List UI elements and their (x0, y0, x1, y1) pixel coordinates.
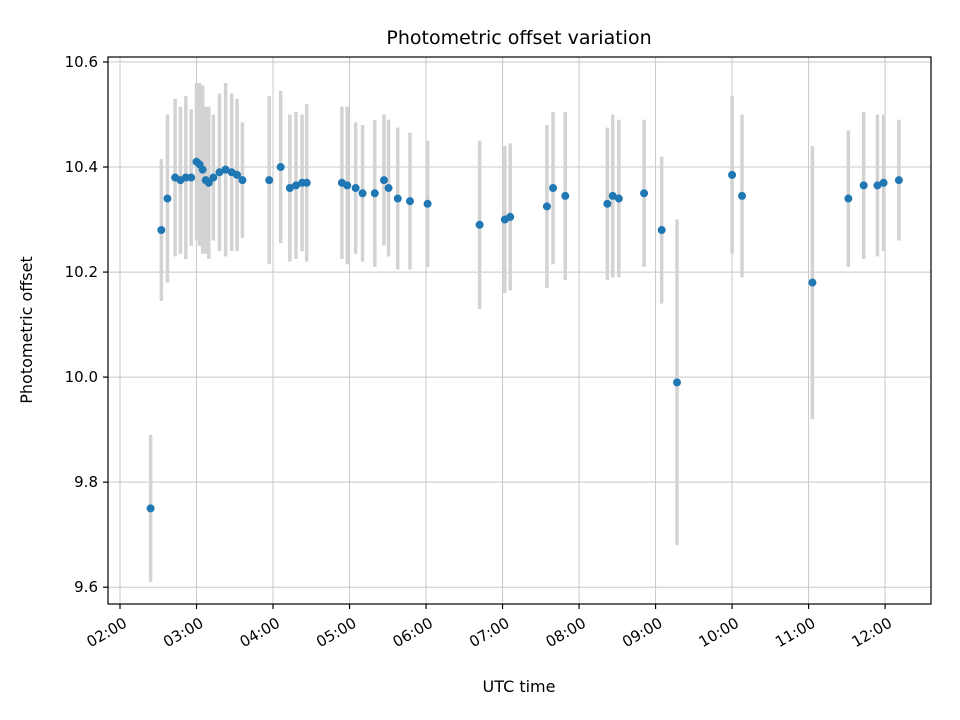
y-tick-label: 9.8 (74, 473, 98, 491)
data-point (506, 212, 515, 221)
x-tick-label: 02:00 (84, 614, 130, 651)
data-point (542, 202, 551, 211)
data-point (209, 173, 218, 182)
x-tick-label: 05:00 (313, 614, 359, 651)
x-axis-label: UTC time (483, 677, 556, 696)
data-point (157, 226, 166, 235)
x-tick-label: 11:00 (772, 614, 818, 651)
data-point (561, 191, 570, 200)
y-tick-label: 9.6 (74, 578, 98, 596)
x-tick-label: 06:00 (390, 614, 436, 651)
data-point (379, 176, 388, 185)
y-tick-label: 10.0 (65, 368, 98, 386)
data-point (358, 189, 367, 198)
x-tick-label: 10:00 (696, 614, 742, 651)
data-point (608, 191, 617, 200)
y-tick-label: 10.4 (65, 158, 98, 176)
data-point (370, 189, 379, 198)
data-point (204, 178, 213, 187)
data-point (859, 181, 868, 190)
plot-border (107, 56, 932, 605)
x-tick-label: 12:00 (849, 614, 895, 651)
data-point (393, 194, 402, 203)
y-axis-label: Photometric offset (17, 256, 36, 404)
x-tick-label: 09:00 (619, 614, 665, 651)
point-layer (146, 157, 903, 513)
data-point (475, 220, 484, 229)
x-tick-label: 03:00 (160, 614, 206, 651)
data-point (265, 176, 274, 185)
data-point (672, 378, 681, 387)
x-tick-label: 04:00 (237, 614, 283, 651)
data-point (291, 181, 300, 190)
y-tick-label: 10.2 (65, 263, 98, 281)
data-point (657, 226, 666, 235)
data-point (873, 181, 882, 190)
errorbar-layer (148, 82, 901, 582)
data-point (233, 170, 242, 179)
data-point (343, 181, 352, 190)
data-point (198, 165, 207, 174)
data-point (221, 165, 230, 174)
data-point (640, 189, 649, 198)
data-point (614, 194, 623, 203)
data-point (276, 163, 285, 172)
x-tick-label: 07:00 (466, 614, 512, 651)
data-point (163, 194, 172, 203)
chart-title: Photometric offset variation (386, 27, 651, 49)
data-point (238, 176, 247, 185)
data-point (549, 184, 558, 193)
data-point (351, 184, 360, 193)
data-point (187, 173, 196, 182)
data-point (302, 178, 311, 187)
data-point (808, 278, 817, 287)
data-point (146, 504, 155, 513)
data-point (405, 197, 414, 206)
data-point (738, 191, 747, 200)
data-point (728, 170, 737, 179)
data-point (285, 184, 294, 193)
data-point (384, 184, 393, 193)
y-tick-label: 10.6 (65, 53, 98, 71)
x-tick-label: 08:00 (543, 614, 589, 651)
data-point (894, 176, 903, 185)
data-point (844, 194, 853, 203)
data-point (423, 199, 432, 208)
data-point (879, 178, 888, 187)
data-point (603, 199, 612, 208)
data-point (215, 168, 224, 177)
